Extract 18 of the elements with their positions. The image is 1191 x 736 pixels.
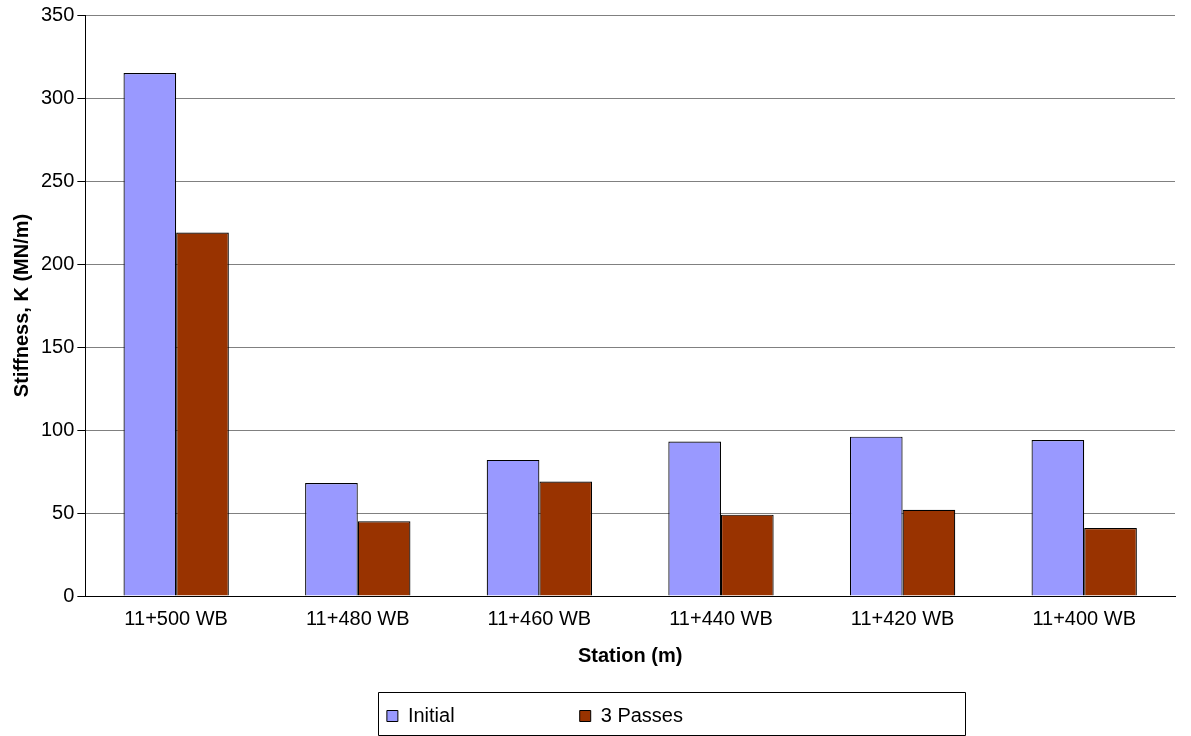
y-tick-label: 150	[40, 334, 75, 357]
x-tick-label: 11+500 WB	[124, 606, 228, 629]
y-tick-label: 250	[40, 168, 75, 191]
legend-label: 3 Passes	[600, 703, 795, 726]
x-axis-title: Station (m)	[577, 643, 683, 666]
y-tick-label: 0	[63, 583, 75, 606]
x-tick-label: 11+420 WB	[850, 606, 955, 629]
legend-label: Initial	[407, 703, 566, 726]
y-tick-label: 300	[40, 85, 75, 108]
y-tick-label: 350	[40, 2, 75, 25]
y-tick-label: 200	[40, 251, 75, 274]
x-tick-label: 11+440 WB	[669, 606, 773, 629]
y-tick-label: 100	[40, 417, 75, 440]
x-tick-label: 11+480 WB	[305, 606, 410, 629]
x-tick-label: 11+400 WB	[1032, 606, 1136, 629]
y-tick-label: 50	[52, 500, 75, 523]
x-tick-label: 11+460 WB	[487, 606, 592, 629]
y-axis-title: Stiffness, K (MN/m)	[9, 213, 32, 398]
